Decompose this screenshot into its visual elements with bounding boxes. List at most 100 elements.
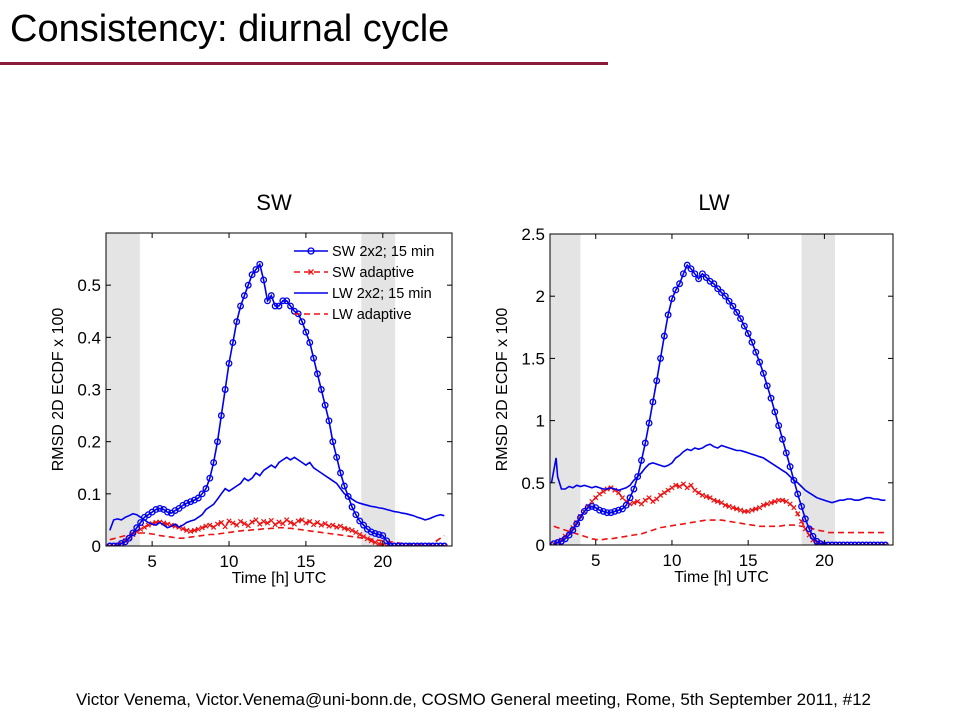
lw-series-1-point-52 (749, 507, 755, 513)
sw-series-0-point-42 (267, 292, 275, 300)
sw-series-0-point-60 (337, 469, 344, 477)
lw-series-0-point-43 (714, 285, 722, 293)
lw-series-1-point-59 (776, 497, 782, 503)
lw-series-0-point-12 (596, 506, 603, 514)
sw-series-1-point-47 (287, 519, 294, 526)
lw-series-0-point-3 (561, 535, 569, 543)
sw-series-0-point-76 (398, 542, 406, 546)
sw-series-0-point-53 (310, 354, 318, 362)
lw-series-line-2 (550, 443, 886, 504)
sw-series-1-point-66 (360, 533, 367, 540)
lw-series-0-point-40 (702, 274, 710, 281)
sw-series-0-point-59 (333, 453, 341, 461)
sw-series-1-point-49 (295, 518, 301, 524)
lw-series-0-point-50 (740, 322, 748, 330)
lw-series-1-point-40 (703, 493, 709, 500)
lw-series-0-point-65 (798, 502, 805, 510)
sw-series-0-point-4 (121, 538, 129, 546)
lw-series-0-point-28 (657, 354, 664, 362)
lw-series-0-point-26 (649, 398, 657, 406)
sw-series-0-point-87 (440, 542, 448, 546)
sw-series-1-point-30 (222, 524, 228, 530)
lw-series-0-point-39 (698, 270, 706, 278)
sw-series-1-point-54 (314, 519, 321, 526)
lw-series-1-point-46 (726, 503, 732, 510)
sw-series-1-point-43 (272, 521, 278, 528)
lw-series-0-point-32 (672, 286, 680, 294)
sw-chart: 5 10 15 20 0 0.1 0.2 0.3 0.4 0.5 Time [h] UTC RMSD … (50, 232, 453, 587)
lw-x-tick-label-2: 15 (739, 551, 758, 570)
lw-x-axis-label: Time [h] UTC (674, 569, 769, 586)
sw-series-1-point-15 (164, 521, 171, 527)
lw-series-1-point-50 (741, 508, 747, 515)
sw-series-0-point-73 (387, 542, 394, 546)
lw-series-1-point-17 (615, 490, 622, 496)
sw-y-tick-label-3: 0.3 (77, 381, 101, 400)
lw-series-1-point-42 (711, 497, 717, 503)
lw-series-1-point-64 (795, 511, 801, 517)
lw-x-tick-label-3: 20 (815, 551, 834, 570)
lw-series-1-point-13 (600, 488, 606, 495)
lw-y-tick-label-4: 2 (536, 287, 545, 306)
sw-legend-label-3: LW adaptive (332, 307, 412, 323)
lw-series-0-point-37 (691, 270, 699, 278)
lw-series-1-point-26 (650, 498, 656, 505)
sw-series-0-point-35 (240, 292, 248, 300)
lw-series-line-1 (553, 482, 886, 545)
lw-series-0-point-81 (859, 541, 866, 545)
sw-x-tick-label-3: 20 (373, 552, 392, 571)
lw-series-0-point-77 (843, 541, 851, 545)
lw-series-1-point-36 (688, 482, 694, 488)
sw-series-1-point-53 (310, 521, 317, 528)
lw-series-0-point-84 (870, 541, 878, 545)
sw-series-0-point-82 (421, 542, 429, 546)
sw-series-0-point-30 (221, 386, 229, 393)
sw-series-0-point-74 (390, 542, 398, 546)
sw-series-0-point-68 (367, 528, 375, 536)
sw-series-0-point-39 (256, 260, 264, 268)
lw-x-tick-label-0: 5 (591, 551, 600, 570)
sw-series-0-point-38 (252, 266, 260, 273)
lw-series-0-point-47 (729, 302, 737, 310)
lw-series-1-point-43 (715, 498, 721, 505)
sw-series-0-point-3 (117, 539, 125, 546)
sw-series-1-point-21 (187, 528, 194, 535)
lw-series-0-point-51 (744, 330, 752, 337)
sw-series-0-point-7 (133, 524, 141, 532)
lw-series-0-point-24 (641, 439, 649, 447)
sw-shaded-region-1 (361, 233, 396, 546)
lw-series-1-point-35 (684, 485, 690, 491)
lw-series-0-point-25 (645, 419, 653, 427)
sw-series-1-point-20 (184, 527, 190, 533)
sw-series-1-point-31 (226, 518, 232, 524)
sw-shaded-region-0 (106, 233, 140, 546)
lw-series-0-point-19 (622, 501, 630, 509)
sw-series-0-point-70 (375, 531, 383, 538)
sw-series-0-point-26 (206, 474, 214, 482)
lw-series-0-point-42 (710, 280, 718, 288)
lw-series-0-point-23 (638, 456, 645, 464)
sw-series-0-point-61 (340, 482, 348, 490)
lw-series-1-point-11 (593, 495, 599, 501)
sw-series-1-point-67 (364, 536, 371, 542)
sw-series-1-point-37 (249, 519, 255, 525)
sw-series-0-point-37 (248, 271, 256, 279)
sw-series-0-point-65 (356, 517, 364, 525)
sw-series-0-point-12 (152, 506, 160, 513)
lw-series-1-point-10 (589, 498, 595, 505)
lw-series-1-point-37 (692, 487, 698, 493)
sw-series-1-point-58 (330, 522, 336, 528)
lw-series-0-point-8 (580, 507, 588, 515)
sw-series-1-point-56 (322, 520, 328, 527)
sw-series-0-point-57 (325, 417, 333, 425)
sw-series-1-point-45 (280, 520, 286, 527)
lw-series-1-point-57 (768, 500, 774, 506)
lw-series-0-point-68 (809, 532, 817, 540)
sw-y-tick-label-2: 0.2 (77, 433, 101, 452)
lw-series-0-point-85 (874, 541, 882, 545)
sw-series-1-point-40 (260, 518, 267, 525)
sw-series-1-point-33 (234, 522, 240, 528)
sw-series-1-point-57 (326, 523, 332, 529)
sw-series-0-point-77 (402, 542, 410, 546)
